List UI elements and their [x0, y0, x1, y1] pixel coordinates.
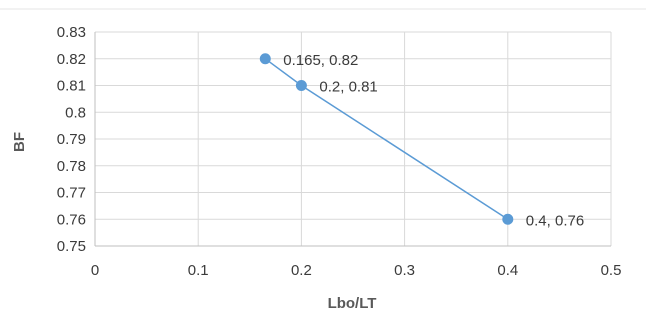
x-tick-label: 0.4: [497, 262, 518, 279]
data-label: 0.2, 0.81: [319, 79, 377, 96]
y-axis-title: BF: [11, 132, 28, 152]
x-tick-label: 0: [91, 262, 99, 279]
x-tick-label: 0.5: [601, 262, 622, 279]
y-tick-label: 0.83: [57, 24, 86, 41]
x-tick-label: 0.3: [394, 262, 415, 279]
y-tick-label: 0.79: [57, 131, 86, 148]
data-label: 0.4, 0.76: [526, 212, 584, 229]
y-tick-label: 0.78: [57, 158, 86, 175]
data-point: [259, 53, 271, 65]
axes: 0.75 0.76 0.77 0.78 0.79 0.8 0.81 0.82 0.83 0 0.1 0…: [57, 24, 622, 279]
data-point: [295, 80, 307, 91]
y-tick-label: 0.8: [65, 104, 86, 121]
x-axis-title: Lbo/LT: [328, 295, 377, 312]
y-tick-label: 0.76: [57, 211, 86, 228]
y-tick-label: 0.77: [57, 185, 86, 202]
labels: 0.165, 0.82 0.2, 0.81 0.4, 0.76: [283, 52, 584, 230]
data-point: [502, 213, 514, 225]
x-tick-label: 0.2: [291, 262, 312, 279]
y-tick-label: 0.81: [57, 78, 86, 95]
x-tick-label: 0.1: [188, 262, 209, 279]
series: [259, 53, 514, 225]
data-label: 0.165, 0.82: [283, 52, 358, 69]
y-tick-label: 0.82: [57, 51, 86, 68]
grid: [95, 31, 612, 246]
y-tick-label: 0.75: [57, 238, 86, 255]
